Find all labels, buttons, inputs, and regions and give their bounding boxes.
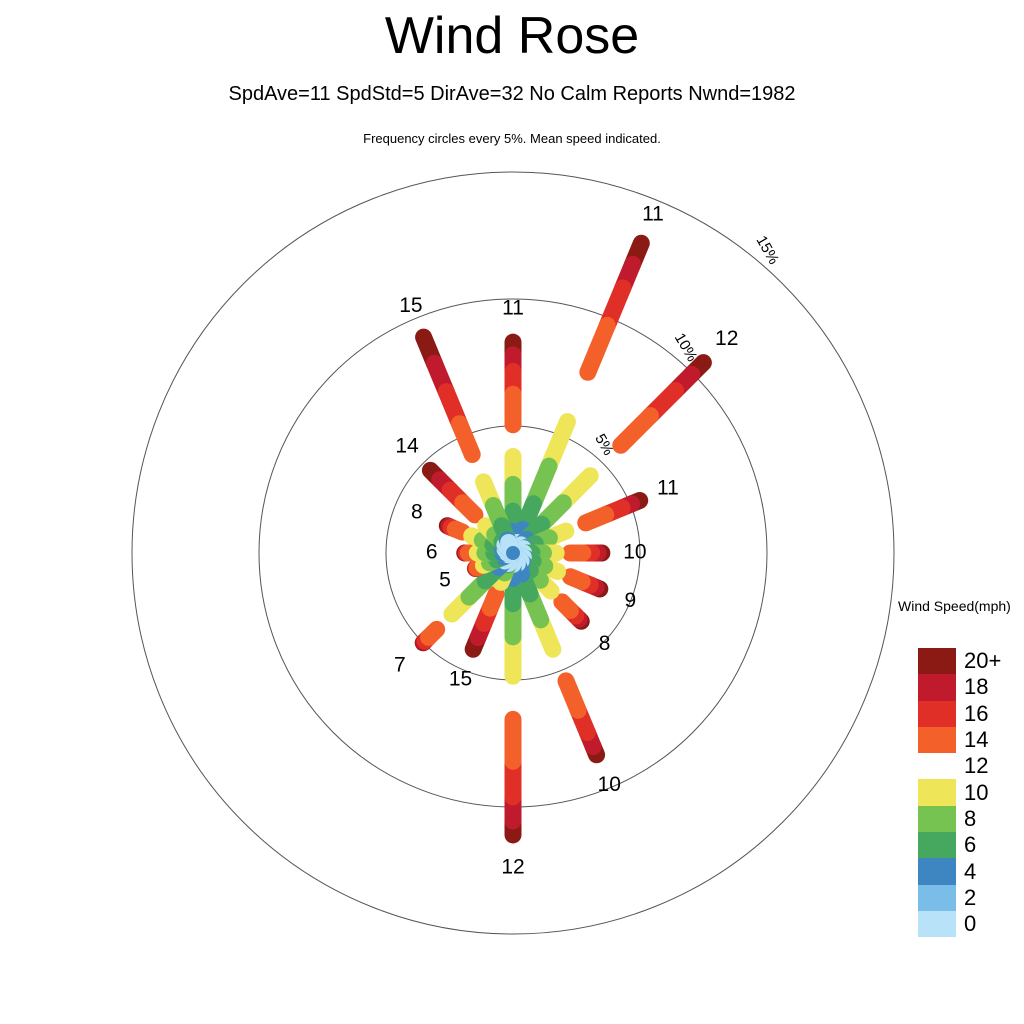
- petal-label: 6: [426, 541, 438, 564]
- rose-center-hub: [506, 546, 520, 560]
- legend-row: 14: [918, 726, 1001, 754]
- petal-label: 11: [502, 297, 524, 320]
- petal-segment: [577, 506, 615, 532]
- petal-label: 12: [501, 856, 524, 879]
- legend: Wind Speed(mph) 20+ 18 16 14 12 10 8 6 4 2 0: [896, 598, 1024, 938]
- petal-label: 15: [399, 294, 422, 317]
- statistics-line: SpdAve=11 SpdStd=5 DirAve=32 No Calm Rep…: [228, 83, 796, 105]
- legend-label: 16: [964, 700, 989, 726]
- petal-segment: [420, 620, 446, 646]
- legend-swatch-list: 20+ 18 16 14 12 10 8 6 4 2 0: [918, 648, 1002, 938]
- petal-label: 8: [599, 632, 611, 655]
- petal-label: 10: [623, 541, 646, 564]
- ring-label: 5%: [591, 431, 617, 458]
- legend-row: 8: [918, 805, 1001, 833]
- legend-label: 4: [964, 858, 977, 884]
- legend-color-swatch: [918, 753, 956, 779]
- legend-row: 12: [918, 753, 1001, 779]
- frequency-ring: [131, 171, 895, 935]
- petal-label: 12: [715, 327, 738, 350]
- legend-row: 6: [918, 832, 1001, 859]
- petal-label: 11: [642, 203, 664, 226]
- petal-segment: [454, 494, 484, 524]
- legend-label: 2: [964, 884, 977, 910]
- legend-color-swatch: [918, 832, 956, 859]
- legend-row: 18: [918, 674, 1001, 701]
- legend-color-swatch: [918, 910, 956, 938]
- petal-segment: [612, 407, 659, 454]
- legend-color-swatch: [918, 858, 956, 885]
- legend-label: 14: [964, 727, 989, 753]
- legend-color-swatch: [918, 805, 956, 833]
- legend-label: 12: [964, 753, 989, 779]
- petal-label: 7: [394, 654, 406, 677]
- legend-color-swatch: [918, 674, 956, 701]
- legend-row: 4: [918, 858, 1001, 885]
- legend-color-swatch: [918, 700, 956, 727]
- legend-title: Wind Speed(mph): [898, 598, 1011, 614]
- legend-label: 20+: [964, 648, 1002, 674]
- legend-label: 8: [964, 805, 977, 831]
- frequency-note: Frequency circles every 5%. Mean speed i…: [363, 131, 661, 146]
- legend-label: 18: [964, 674, 989, 700]
- petal-label: 10: [598, 773, 621, 796]
- legend-row: 2: [918, 884, 1001, 911]
- legend-row: 20+: [918, 648, 1002, 675]
- legend-color-swatch: [918, 884, 956, 911]
- wind-petals: [414, 234, 712, 844]
- page-title: Wind Rose: [384, 7, 640, 65]
- legend-row: 10: [918, 779, 1001, 806]
- petal-label: 11: [657, 476, 679, 499]
- petal-segment: [561, 568, 591, 591]
- legend-label: 10: [964, 779, 989, 805]
- petal-label: 14: [395, 435, 419, 458]
- petal-label: 8: [411, 501, 423, 524]
- petal-segment: [579, 316, 616, 381]
- legend-color-swatch: [918, 648, 956, 675]
- ring-label: 15%: [752, 233, 782, 268]
- legend-row: 0: [918, 910, 1001, 938]
- petal-label: 5: [439, 569, 451, 592]
- petal-segment: [446, 520, 471, 541]
- legend-row: 16: [918, 700, 1001, 727]
- petal-segment: [557, 672, 587, 719]
- petal-segment: [553, 593, 579, 619]
- petal-segment: [481, 585, 505, 617]
- legend-color-swatch: [918, 726, 956, 754]
- legend-label: 0: [964, 911, 977, 937]
- petal-label: 15: [449, 667, 472, 690]
- legend-label: 6: [964, 832, 977, 858]
- ring-labels: 5%10%15%: [591, 233, 782, 458]
- legend-color-swatch: [918, 779, 956, 806]
- petal-label: 9: [624, 589, 636, 612]
- petal-segment: [450, 415, 481, 464]
